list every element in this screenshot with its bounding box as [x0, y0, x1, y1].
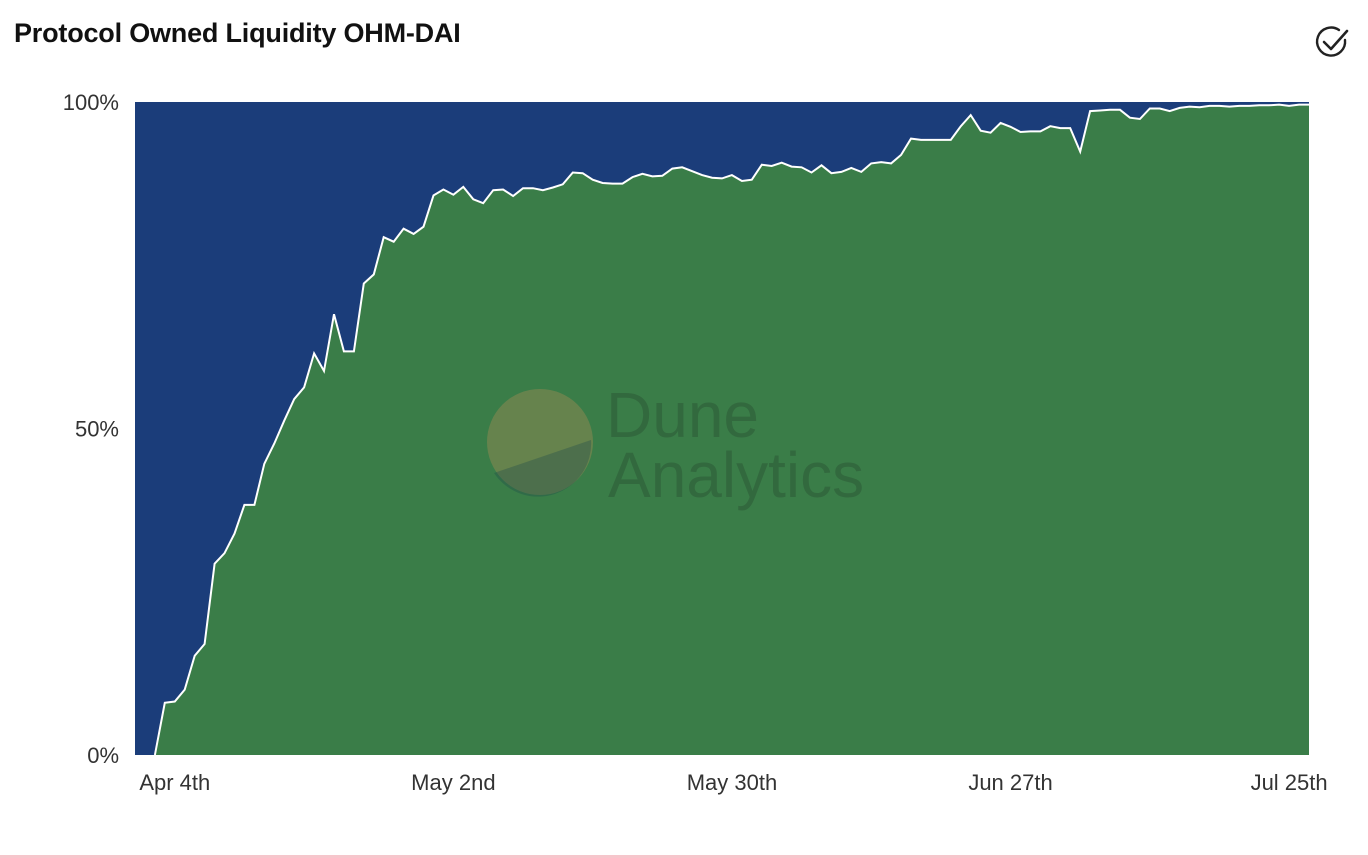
x-tick-label: Apr 4th — [139, 770, 210, 795]
series-boundary-line — [153, 103, 1309, 756]
x-tick-label: Jul 25th — [1251, 770, 1328, 795]
check-circle-icon[interactable] — [1314, 24, 1350, 60]
x-tick-label: Jun 27th — [968, 770, 1052, 795]
plot-area — [135, 102, 1309, 756]
x-axis: Apr 4th May 2nd May 30th Jun 27th Jul 25th — [139, 770, 1327, 795]
watermark-line2: Analytics — [608, 439, 864, 511]
y-tick-label: 50% — [75, 417, 119, 442]
y-tick-label: 100% — [63, 90, 119, 115]
x-tick-label: May 2nd — [411, 770, 495, 795]
dune-watermark: Dune Analytics — [487, 379, 864, 511]
y-axis: 0% 50% 100% — [63, 90, 119, 768]
bottom-divider — [0, 855, 1368, 858]
chart-title: Protocol Owned Liquidity OHM-DAI — [14, 18, 461, 48]
x-tick-label: May 30th — [687, 770, 778, 795]
watermark-line1: Dune — [606, 379, 759, 451]
series-treasury-area — [154, 104, 1309, 756]
watermark-logo-icon — [487, 389, 593, 495]
y-tick-label: 0% — [87, 743, 119, 768]
